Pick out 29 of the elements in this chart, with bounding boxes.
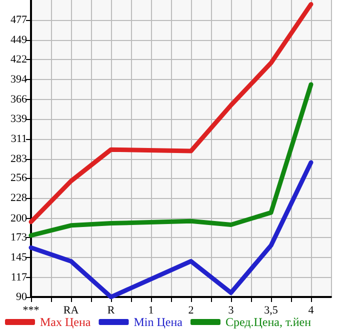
x-tick-label: 3 [228, 304, 234, 316]
y-tick-label: 283 [10, 152, 28, 165]
x-tick-label: 4 [308, 304, 314, 316]
y-tick-label: 366 [10, 93, 28, 106]
y-tick-label: 311 [10, 132, 27, 145]
y-tick-label: 200 [10, 212, 28, 224]
x-tick-label: RA [63, 304, 79, 316]
y-tick-label: 422 [10, 53, 27, 66]
x-tick-label: *** [22, 304, 40, 316]
x-tick-label: R [107, 304, 116, 316]
line-series [28, 2, 314, 224]
legend-label: Min Цена [134, 315, 184, 329]
y-tick-label: 228 [10, 192, 28, 204]
x-tick-label: 1 [148, 304, 154, 316]
legend-label: Сред.Цена, т.йен [225, 315, 312, 329]
y-tick-label: 173 [10, 232, 28, 244]
legend-label: Max Цена [40, 315, 92, 329]
line-series [28, 82, 314, 238]
line-series [28, 160, 314, 300]
y-tick-label: 477 [10, 14, 28, 26]
y-tick-label: 117 [10, 272, 28, 284]
x-tick-label: 3,5 [264, 304, 278, 316]
y-tick-label: 339 [10, 112, 28, 125]
y-tick-label: 90 [16, 291, 28, 303]
y-tick-label: 449 [10, 34, 28, 46]
y-tick-label: 394 [10, 73, 28, 86]
x-tick-label: 2 [188, 304, 194, 316]
y-tick-label: 256 [10, 172, 28, 184]
y-tick-label: 145 [10, 252, 28, 264]
